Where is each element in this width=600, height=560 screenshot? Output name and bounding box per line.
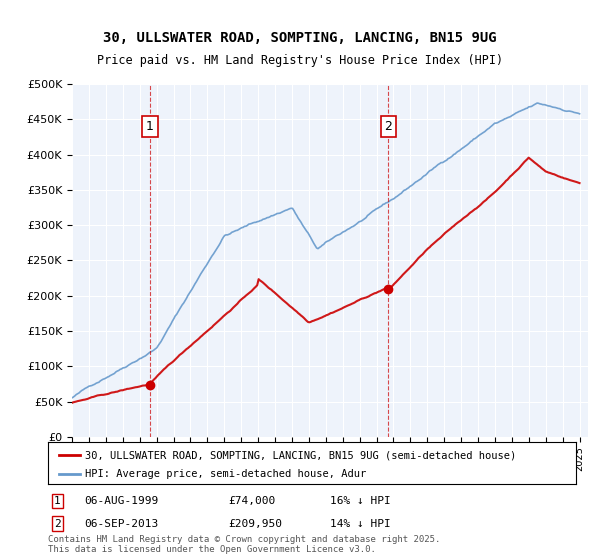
Text: 06-SEP-2013: 06-SEP-2013 bbox=[84, 519, 158, 529]
Text: 2: 2 bbox=[385, 120, 392, 133]
Text: 1: 1 bbox=[146, 120, 154, 133]
Text: 30, ULLSWATER ROAD, SOMPTING, LANCING, BN15 9UG: 30, ULLSWATER ROAD, SOMPTING, LANCING, B… bbox=[103, 31, 497, 45]
Text: 14% ↓ HPI: 14% ↓ HPI bbox=[330, 519, 391, 529]
Text: 16% ↓ HPI: 16% ↓ HPI bbox=[330, 496, 391, 506]
Text: 06-AUG-1999: 06-AUG-1999 bbox=[84, 496, 158, 506]
Text: £74,000: £74,000 bbox=[228, 496, 275, 506]
Text: HPI: Average price, semi-detached house, Adur: HPI: Average price, semi-detached house,… bbox=[85, 469, 366, 479]
Text: 30, ULLSWATER ROAD, SOMPTING, LANCING, BN15 9UG (semi-detached house): 30, ULLSWATER ROAD, SOMPTING, LANCING, B… bbox=[85, 450, 516, 460]
Text: Contains HM Land Registry data © Crown copyright and database right 2025.
This d: Contains HM Land Registry data © Crown c… bbox=[48, 535, 440, 554]
Text: £209,950: £209,950 bbox=[228, 519, 282, 529]
Text: 1: 1 bbox=[54, 496, 61, 506]
Text: Price paid vs. HM Land Registry's House Price Index (HPI): Price paid vs. HM Land Registry's House … bbox=[97, 54, 503, 67]
Text: 2: 2 bbox=[54, 519, 61, 529]
